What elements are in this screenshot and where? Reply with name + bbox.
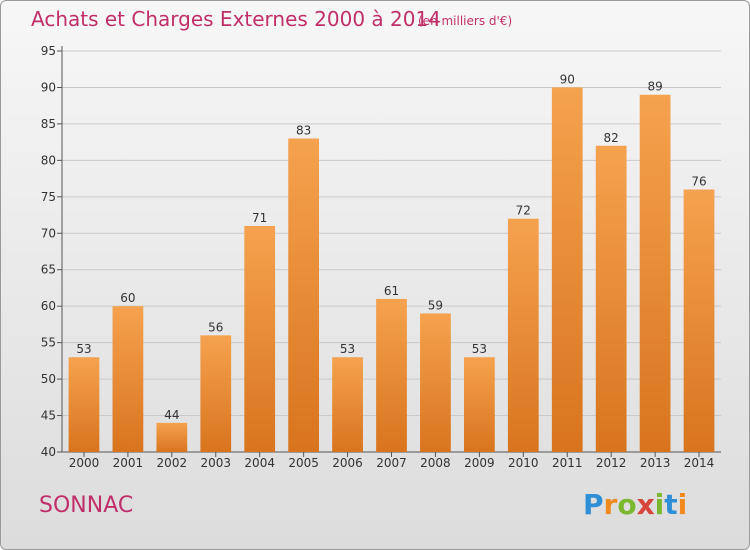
data-label: 56 — [208, 320, 223, 334]
data-label: 59 — [428, 298, 443, 312]
bar — [595, 145, 627, 453]
y-tick-label: 80 — [41, 153, 56, 167]
x-tick-label: 2000 — [69, 456, 100, 470]
labels: 53 2000 60 2001 44 2002 56 2003 71 2004 83 2005 53 20… — [69, 72, 715, 470]
bar — [683, 189, 715, 452]
x-tick-label: 2004 — [244, 456, 275, 470]
data-label: 71 — [252, 211, 267, 225]
x-tick-label: 2013 — [640, 456, 671, 470]
chart-subtitle: (en milliers d'€) — [418, 14, 513, 28]
data-label: 53 — [472, 342, 487, 356]
bar — [200, 335, 232, 452]
data-label: 61 — [384, 284, 399, 298]
commune-name: SONNAC — [39, 493, 134, 518]
y-tick-label: 90 — [41, 80, 56, 94]
bar — [639, 94, 671, 452]
x-tick-label: 2010 — [508, 456, 539, 470]
x-tick-label: 2003 — [200, 456, 231, 470]
x-tick-label: 2002 — [157, 456, 188, 470]
data-label: 44 — [164, 408, 179, 422]
proxiti-logo: Proxiti — [583, 488, 688, 521]
bar — [68, 357, 100, 452]
data-label: 76 — [691, 175, 706, 189]
x-tick-label: 2001 — [113, 456, 144, 470]
data-label: 53 — [340, 342, 355, 356]
bar — [463, 357, 495, 452]
x-tick-label: 2009 — [464, 456, 495, 470]
x-tick-label: 2012 — [596, 456, 627, 470]
data-label: 89 — [647, 80, 662, 94]
y-tick-label: 45 — [41, 409, 56, 423]
x-tick-label: 2008 — [420, 456, 451, 470]
x-tick-label: 2014 — [684, 456, 715, 470]
bar — [244, 225, 276, 452]
bar — [551, 87, 583, 453]
y-tick-label: 75 — [41, 190, 56, 204]
y-tick-label: 40 — [41, 445, 56, 459]
data-label: 53 — [76, 342, 91, 356]
y-tick-label: 95 — [41, 44, 56, 58]
y-tick-label: 50 — [41, 372, 56, 386]
x-tick-label: 2006 — [332, 456, 363, 470]
y-tick-label: 85 — [41, 117, 56, 131]
chart-title: Achats et Charges Externes 2000 à 2014 — [31, 7, 441, 31]
bar — [112, 306, 144, 452]
x-tick-label: 2007 — [376, 456, 407, 470]
bar — [332, 357, 363, 452]
bar — [156, 422, 188, 452]
x-tick-label: 2011 — [552, 456, 583, 470]
bars — [68, 87, 715, 453]
data-label: 82 — [604, 131, 619, 145]
data-label: 83 — [296, 123, 311, 137]
data-label: 60 — [120, 291, 135, 305]
bar — [420, 313, 451, 452]
data-label: 72 — [516, 204, 531, 218]
bar — [288, 138, 320, 452]
bar — [376, 298, 407, 452]
bar — [507, 218, 539, 452]
y-tick-label: 70 — [41, 226, 56, 240]
x-tick-label: 2005 — [288, 456, 319, 470]
y-tick-label: 60 — [41, 299, 56, 313]
y-tick-label: 65 — [41, 263, 56, 277]
data-label: 90 — [560, 72, 575, 86]
y-tick-label: 55 — [41, 336, 56, 350]
